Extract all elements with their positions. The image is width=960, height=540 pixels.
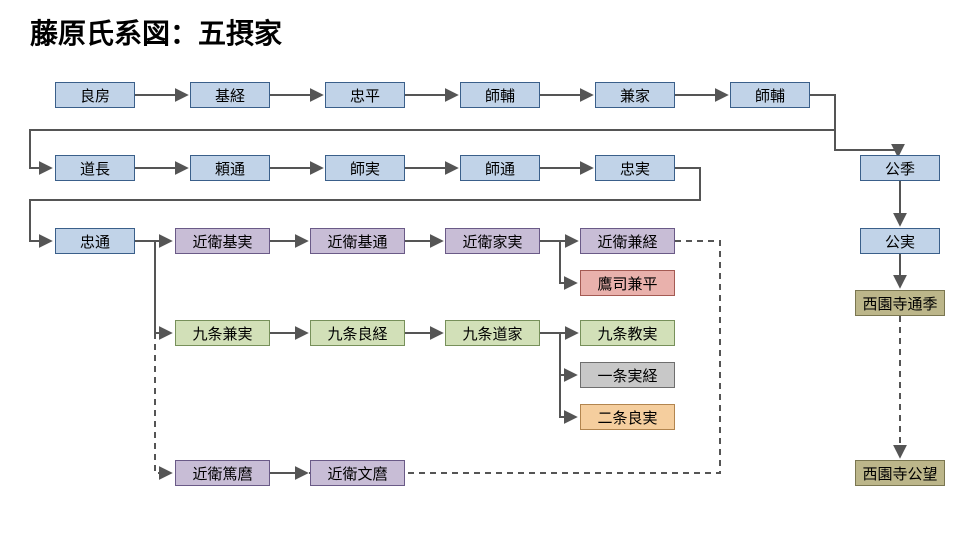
node-moroz: 師実 (325, 155, 405, 181)
node-kane: 兼家 (595, 82, 675, 108)
node-kujoK: 九条兼実 (175, 320, 270, 346)
node-kinsue: 公季 (860, 155, 940, 181)
node-yori: 頼通 (190, 155, 270, 181)
node-michi: 道長 (55, 155, 135, 181)
node-saionK: 西園寺公望 (855, 460, 945, 486)
node-kujoY: 九条良経 (310, 320, 405, 346)
node-moro2: 師輔 (730, 82, 810, 108)
node-kinzane: 公実 (860, 228, 940, 254)
node-kujoN: 九条教実 (580, 320, 675, 346)
node-kujoM: 九条道家 (445, 320, 540, 346)
node-yoshi: 良房 (55, 82, 135, 108)
page-title: 藤原氏系図：五摂家 (30, 12, 282, 52)
node-konoeMt: 近衛基通 (310, 228, 405, 254)
node-takaK: 鷹司兼平 (580, 270, 675, 296)
node-saionM: 西園寺通季 (855, 290, 945, 316)
node-morom: 師通 (460, 155, 540, 181)
node-moto: 基経 (190, 82, 270, 108)
node-konoeF: 近衛文麿 (310, 460, 405, 486)
node-ichiS: 一条実経 (580, 362, 675, 388)
node-konoeI: 近衛家実 (445, 228, 540, 254)
node-tadaz: 忠実 (595, 155, 675, 181)
node-konoeM: 近衛基実 (175, 228, 270, 254)
node-tada1: 忠平 (325, 82, 405, 108)
node-tadam: 忠通 (55, 228, 135, 254)
node-konoeK: 近衛兼経 (580, 228, 675, 254)
edges-layer (0, 0, 960, 540)
node-nijoY: 二条良実 (580, 404, 675, 430)
node-konoeA: 近衛篤麿 (175, 460, 270, 486)
node-moro1: 師輔 (460, 82, 540, 108)
